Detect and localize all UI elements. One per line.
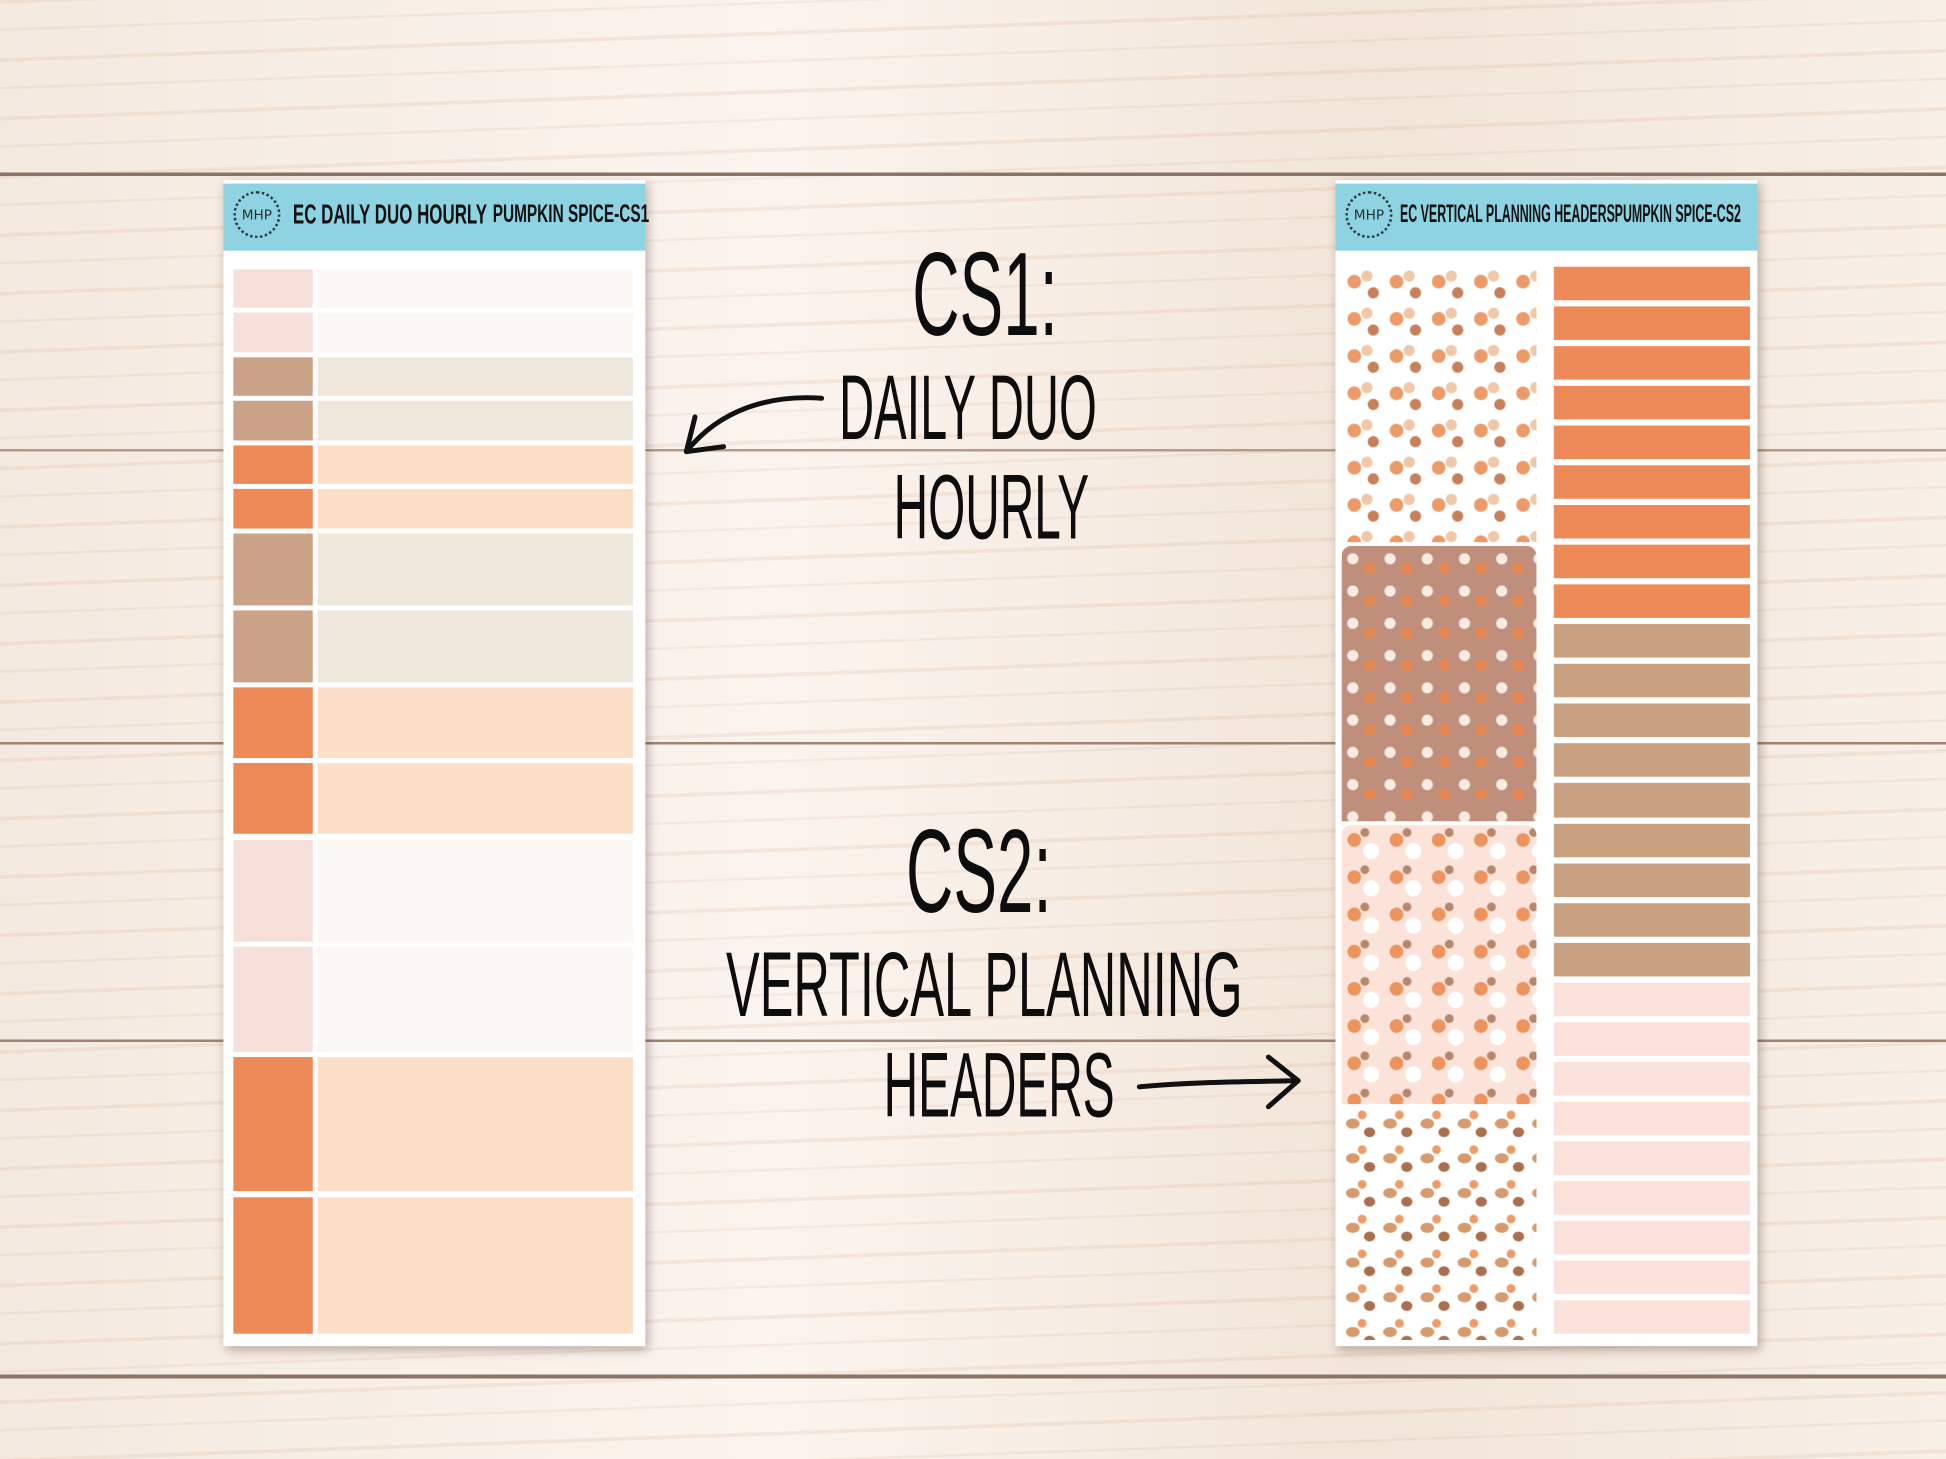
- mhp-logo: MHP: [233, 191, 281, 239]
- header-bar: [1553, 823, 1750, 857]
- header-bar: [1553, 266, 1750, 301]
- cs2-label: CS2:: [906, 805, 1052, 938]
- arrow-to-cs1: [683, 395, 825, 455]
- pattern-white-pumpkin: [1341, 266, 1537, 543]
- header-bar: [1553, 544, 1750, 579]
- sheet-subtitle: PUMPKIN SPICE-CS1: [492, 200, 650, 229]
- header-bar: [1553, 346, 1750, 380]
- cs2-line1: VERTICAL PLANNING: [726, 933, 1243, 1036]
- pattern-white-latte: [1341, 1107, 1537, 1340]
- header-bar: [1553, 624, 1750, 659]
- header-bar: [1553, 1021, 1750, 1056]
- sheet-title: EC DAILY DUO HOURLY: [292, 198, 488, 230]
- hour-writing-box: [317, 946, 633, 1053]
- header-bar: [1553, 306, 1750, 341]
- cs1-label: CS1:: [912, 228, 1058, 362]
- header-bar: [1553, 1300, 1750, 1334]
- hour-writing-box: [317, 1197, 633, 1334]
- cs1-line2: HOURLY: [893, 455, 1090, 559]
- hour-label-box: [233, 357, 313, 396]
- hour-writing-box: [317, 357, 633, 396]
- hour-label-box: [233, 839, 313, 942]
- hour-writing-box: [317, 839, 633, 942]
- header-bar: [1553, 1141, 1750, 1175]
- pattern-brown-pumpkin: [1341, 545, 1537, 822]
- header-bar: [1553, 1180, 1750, 1215]
- header-bar: [1553, 743, 1750, 778]
- pattern-pink-pumpkin: [1341, 825, 1537, 1105]
- hour-label-box: [233, 533, 313, 606]
- sticker-sheet-cs2: MHP EC VERTICAL PLANNING HEADERS PUMPKIN…: [1335, 179, 1758, 1347]
- header-bar: [1553, 664, 1750, 698]
- sheet-header: MHP EC DAILY DUO HOURLY PUMPKIN SPICE-CS…: [223, 183, 649, 251]
- header-bar: [1553, 584, 1750, 619]
- header-bar: [1553, 505, 1750, 539]
- sheet-subtitle: PUMPKIN SPICE-CS2: [1614, 200, 1741, 229]
- cs2-line2: HEADERS: [883, 1033, 1115, 1137]
- hour-label-box: [233, 269, 313, 308]
- header-bar: [1553, 862, 1750, 897]
- header-bar: [1553, 783, 1750, 818]
- hour-label-box: [233, 1197, 313, 1334]
- hour-label-box: [233, 946, 313, 1053]
- header-bar: [1553, 902, 1750, 937]
- hour-writing-box: [317, 1057, 633, 1192]
- hour-writing-box: [317, 687, 633, 759]
- hour-writing-box: [317, 763, 633, 834]
- hour-label-box: [233, 1057, 313, 1192]
- hour-writing-box: [317, 533, 633, 606]
- hour-writing-box: [317, 400, 633, 441]
- hour-label-box: [233, 445, 313, 484]
- header-bar: [1553, 465, 1750, 500]
- sheet-title: EC VERTICAL PLANNING HEADERS: [1399, 200, 1615, 229]
- hour-writing-box: [317, 445, 633, 484]
- hour-label-box: [233, 312, 313, 353]
- sticker-sheet-cs1: MHP EC DAILY DUO HOURLY PUMPKIN SPICE-CS…: [223, 179, 649, 1347]
- mhp-logo: MHP: [1345, 191, 1393, 239]
- arrow-to-cs2: [1136, 1054, 1301, 1110]
- header-bar: [1553, 703, 1750, 738]
- hour-label-box: [233, 400, 313, 441]
- cs1-line1: DAILY DUO: [838, 356, 1097, 460]
- hour-writing-box: [317, 312, 633, 353]
- header-bar: [1553, 982, 1750, 1016]
- hour-label-box: [233, 610, 313, 683]
- hour-label-box: [233, 763, 313, 834]
- header-bar: [1553, 1061, 1750, 1096]
- hour-label-box: [233, 687, 313, 759]
- header-bar: [1553, 425, 1750, 460]
- header-bar: [1553, 385, 1750, 420]
- header-bar: [1553, 1101, 1750, 1135]
- sheet-header: MHP EC VERTICAL PLANNING HEADERS PUMPKIN…: [1335, 183, 1758, 251]
- hour-writing-box: [317, 488, 633, 529]
- hour-label-box: [233, 488, 313, 529]
- header-bar: [1553, 1220, 1750, 1255]
- header-bar: [1553, 942, 1750, 977]
- hour-writing-box: [317, 269, 633, 308]
- hour-writing-box: [317, 610, 633, 683]
- header-bar: [1553, 1260, 1750, 1294]
